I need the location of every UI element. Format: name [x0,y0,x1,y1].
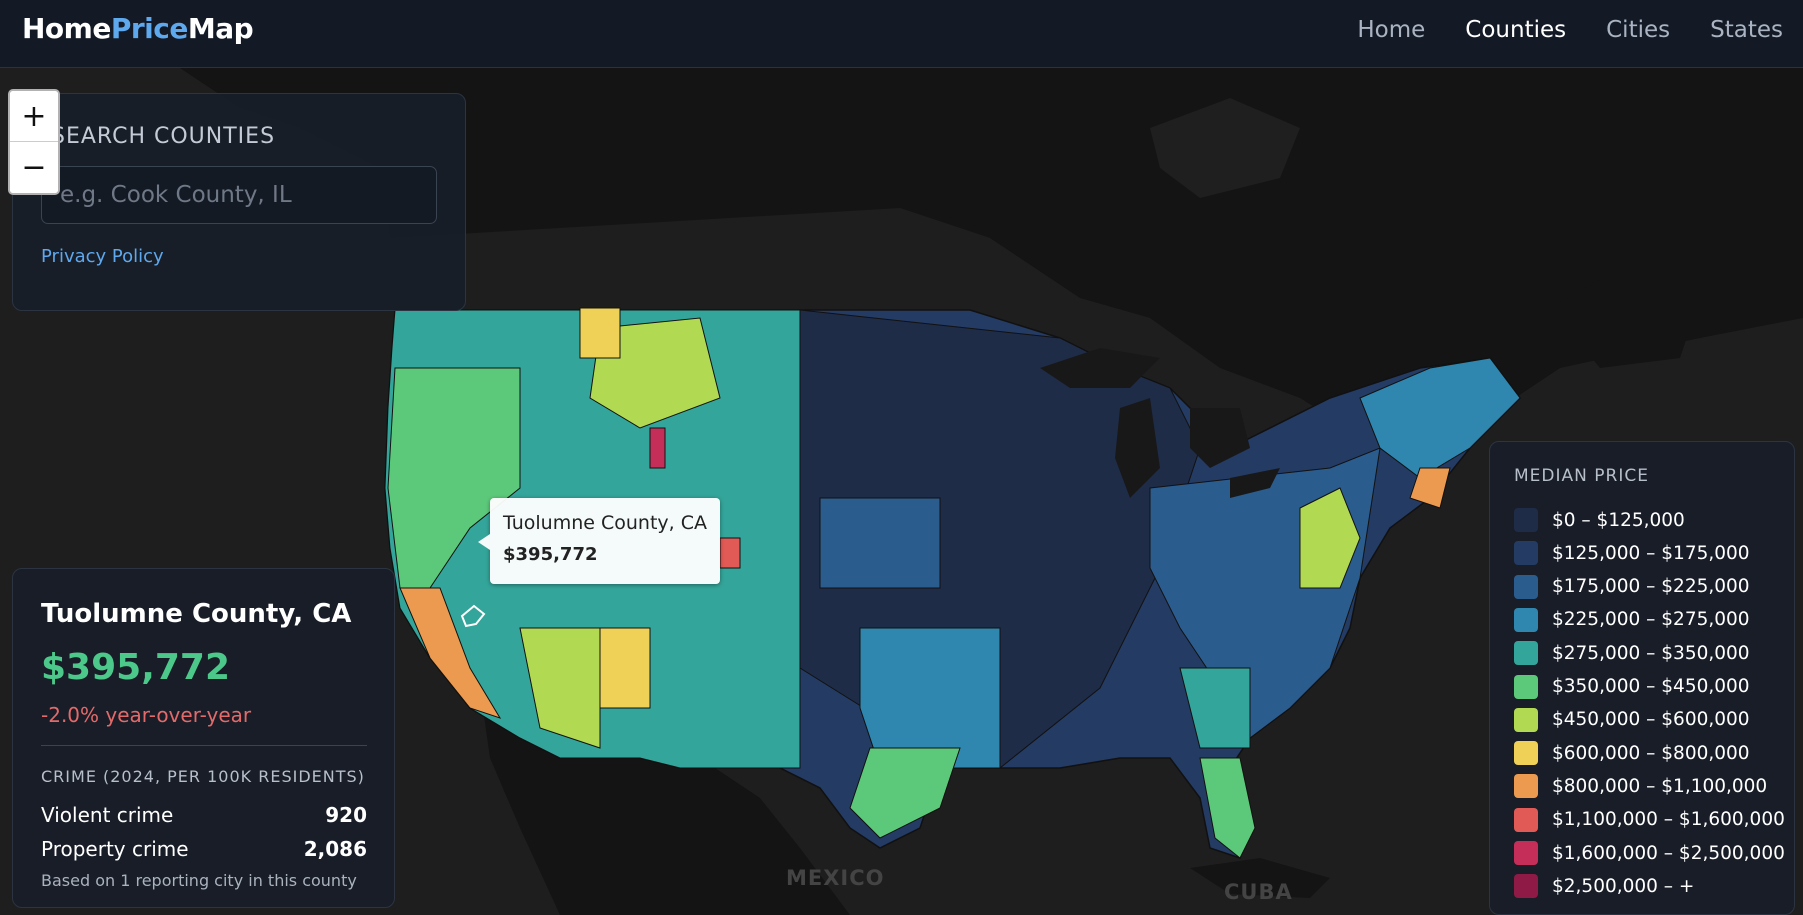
brand-logo[interactable]: HomePriceMap [22,12,254,45]
cuba-landmass [1190,858,1330,898]
nav-states[interactable]: States [1710,17,1783,43]
info-divider [41,745,367,746]
south-texas-region[interactable] [849,747,961,839]
legend-label: $175,000 – $225,000 [1552,576,1750,598]
county-search-input[interactable] [41,166,437,224]
crime-section-title: CRIME (2024, PER 100K RESIDENTS) [41,767,365,786]
kansas-region[interactable] [819,497,941,589]
montana-county[interactable] [579,307,621,359]
top-navbar: HomePriceMap Home Counties Cities States [0,0,1803,68]
legend-swatch [1514,774,1538,799]
mid-atlantic-region[interactable] [1299,487,1361,589]
nav-counties[interactable]: Counties [1465,17,1567,43]
info-median-price: $395,772 [41,647,231,688]
lake-michigan [1115,398,1160,498]
coastal-california-region[interactable] [399,587,502,719]
legend-item: $1,600,000 – $2,500,000 [1514,841,1785,865]
arizona-region[interactable] [519,627,601,749]
canada-landmass [180,68,1803,448]
atlanta-region[interactable] [1179,667,1251,749]
county-info-panel: Tuolumne County, CA $395,772 -2.0% year-… [12,568,395,908]
hovered-county-outline[interactable] [460,604,486,628]
violent-crime-value: 920 [325,803,367,827]
legend-label: $0 – $125,000 [1552,509,1685,531]
cuba-label: CUBA [1224,880,1293,904]
mountain-region[interactable] [589,317,721,429]
lake-superior [1040,348,1160,388]
tooltip-price: $395,772 [503,544,598,565]
nav-home[interactable]: Home [1357,17,1426,43]
legend-item: $125,000 – $175,000 [1514,541,1750,566]
legend-label: $275,000 – $350,000 [1552,642,1750,664]
property-crime-value: 2,086 [303,837,367,861]
legend-label: $2,500,000 – + [1552,875,1695,897]
main-nav: Home Counties Cities States [1337,0,1803,68]
legend-item: $800,000 – $1,100,000 [1514,774,1768,799]
tooltip-county-name: Tuolumne County, CA [503,512,707,534]
property-crime-row: Property crime 2,086 [41,837,367,861]
legend-item: $275,000 – $350,000 [1514,641,1750,666]
legend-swatch [1514,674,1538,699]
median-price-legend: MEDIAN PRICE $0 – $125,000 $125,000 – $17… [1489,441,1795,915]
info-yoy-change: -2.0% year-over-year [41,703,252,727]
legend-swatch [1514,707,1538,732]
legend-label: $350,000 – $450,000 [1552,676,1750,697]
florida-region[interactable] [1199,757,1256,859]
legend-item: $450,000 – $600,000 [1514,707,1750,732]
legend-swatch [1514,541,1538,566]
legend-label: $800,000 – $1,100,000 [1552,775,1768,797]
property-crime-label: Property crime [41,837,189,861]
teton-county[interactable] [649,427,666,469]
brand-price-text: Price [110,12,189,45]
legend-swatch [1514,874,1538,899]
crime-note: Based on 1 reporting city in this county [41,871,357,890]
legend-swatch [1514,807,1538,832]
brand-home-text: Home [22,12,111,45]
lake-huron [1190,408,1250,468]
search-panel: SEARCH COUNTIES Privacy Policy [12,93,466,311]
zoom-in-button[interactable]: + [10,91,58,142]
info-county-name: Tuolumne County, CA [41,599,352,629]
zoom-control: + − [8,89,60,195]
legend-swatch [1514,607,1538,632]
legend-item: $600,000 – $800,000 [1514,741,1750,766]
arizona-north-region[interactable] [599,627,651,709]
zoom-out-button[interactable]: − [10,142,58,193]
violent-crime-row: Violent crime 920 [41,803,367,827]
county-tooltip: Tuolumne County, CA $395,772 [478,498,720,584]
legend-label: $225,000 – $275,000 [1552,609,1750,631]
brand-map-text: Map [187,12,254,45]
legend-item: $1,100,000 – $1,600,000 [1514,807,1785,832]
lake-erie [1230,468,1280,498]
legend-item: $2,500,000 – + [1514,874,1695,899]
pacific-northwest-region[interactable] [387,367,521,589]
legend-item: $0 – $125,000 [1514,508,1685,532]
boston-region[interactable] [1409,467,1451,509]
legend-label: $600,000 – $800,000 [1552,742,1750,764]
legend-label: $450,000 – $600,000 [1552,709,1750,731]
nav-cities[interactable]: Cities [1606,17,1671,43]
texas-region[interactable] [859,627,1001,769]
legend-swatch [1514,508,1538,532]
legend-item: $175,000 – $225,000 [1514,574,1750,599]
legend-label: $125,000 – $175,000 [1552,542,1750,564]
legend-title: MEDIAN PRICE [1514,466,1649,486]
search-title: SEARCH COUNTIES [51,124,276,149]
colorado-county[interactable] [719,537,741,569]
newfoundland-landmass [1550,268,1700,368]
mexico-label: MEXICO [786,866,885,890]
legend-swatch [1514,574,1538,599]
violent-crime-label: Violent crime [41,803,174,827]
legend-swatch [1514,641,1538,666]
new-england-region[interactable] [1359,357,1521,479]
hudson-bay-water [1150,98,1300,198]
privacy-policy-link[interactable]: Privacy Policy [41,246,164,267]
legend-label: $1,600,000 – $2,500,000 [1552,842,1785,864]
legend-swatch [1514,841,1538,865]
legend-label: $1,100,000 – $1,600,000 [1552,809,1785,831]
map-canvas[interactable] [0,68,1803,915]
legend-swatch [1514,741,1538,766]
legend-item: $225,000 – $275,000 [1514,607,1750,632]
legend-item: $350,000 – $450,000 [1514,674,1750,699]
